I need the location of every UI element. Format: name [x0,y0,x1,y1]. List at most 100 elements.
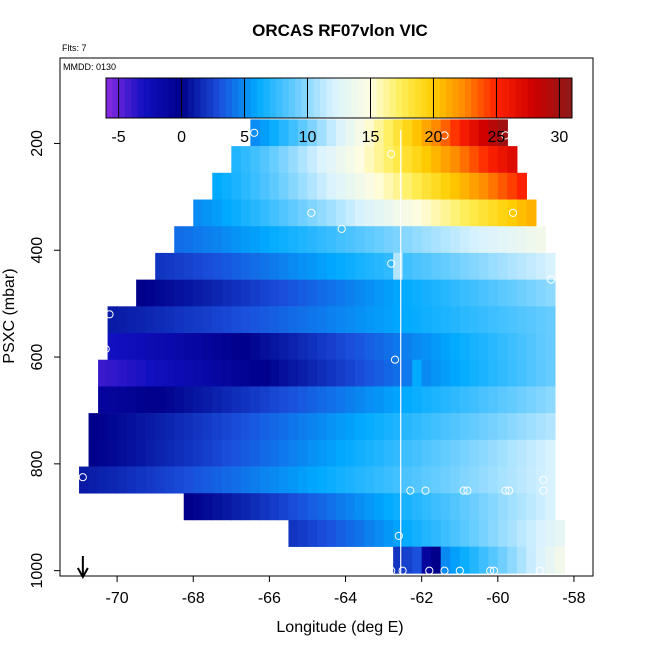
heatmap-cell [221,172,232,200]
colorbar-segment [200,78,208,118]
colorbar-segment [477,78,485,118]
heatmap-cell [459,466,470,494]
heatmap-cell [316,146,328,174]
heatmap-cell [440,386,451,414]
heatmap-cell [202,252,213,280]
heatmap-cell [469,199,480,227]
heatmap-cell [117,386,128,414]
heatmap-cell [374,252,385,280]
heatmap-cell [459,359,470,387]
heatmap-cell [307,359,318,387]
heatmap-cell [488,439,499,467]
heatmap-cell [345,146,356,174]
heatmap-cell [545,546,556,574]
heatmap-cell [288,439,299,467]
heatmap-cell [202,413,213,441]
heatmap-cell [450,439,461,467]
heatmap-cell [507,172,518,200]
heatmap-cell [297,226,309,254]
heatmap-cell [297,386,309,414]
heatmap-cell [107,466,118,494]
heatmap-cell [316,172,328,200]
heatmap-cell [421,493,432,521]
heatmap-cell [374,359,385,387]
heatmap-cell [459,226,470,254]
heatmap-cell [383,146,394,174]
heatmap-cell [98,466,109,494]
heatmap-cell [88,439,99,467]
colorbar-segment [559,78,567,118]
colorbar-segment [395,78,403,118]
heatmap-cell [497,359,508,387]
heatmap-cell [402,546,413,574]
heatmap-cell [393,333,404,361]
heatmap-cell [336,466,347,494]
heatmap-cell [516,493,527,521]
heatmap-cell [364,306,375,334]
heatmap-cell [326,119,337,147]
heatmap-cell [98,413,109,441]
heatmap-cell [183,306,194,334]
heatmap-cell [316,252,328,280]
heatmap-cell [507,413,518,441]
heatmap-cell [136,333,147,361]
heatmap-cell [307,146,318,174]
heatmap-cell [231,333,242,361]
heatmap-cell [297,333,309,361]
heatmap-cell [488,333,499,361]
heatmap-cell [345,172,356,200]
heatmap-cell [488,493,499,521]
heatmap-cell [364,226,375,254]
heatmap-cell [421,413,432,441]
heatmap-cell [488,172,499,200]
heatmap-cell [212,333,223,361]
heatmap-cell [459,252,470,280]
heatmap-cell [117,439,128,467]
heatmap-cell [126,333,137,361]
heatmap-cell [221,493,232,521]
colorbar-segment [213,78,220,118]
heatmap-cell [383,359,394,387]
heatmap-cell [88,466,99,494]
colorbar-segment [263,78,271,118]
colorbar-segment [433,78,441,118]
heatmap-cell [421,172,432,200]
observation-points [78,128,556,575]
heatmap-cell [469,252,480,280]
heatmap-cell [107,413,118,441]
observation-point [337,224,346,233]
heatmap-cell [355,279,366,307]
colorbar-segment [339,78,346,118]
heatmap-cell [278,199,290,227]
heatmap-cell [174,279,185,307]
heatmap-cell [174,359,185,387]
heatmap-cell [355,199,366,227]
heatmap-cell [459,172,470,200]
heatmap-cell [231,439,242,467]
heatmap-cell [421,359,432,387]
colorbar-segment [452,78,460,118]
heatmap-cell [507,333,518,361]
colorbar-segment [143,78,151,118]
colorbar-segment [194,78,201,118]
heatmap-cell [469,413,480,441]
heatmap-cell [174,333,185,361]
heatmap-cell [183,386,194,414]
heatmap-cell [269,306,280,334]
heatmap-cell [259,226,270,254]
heatmap-cell [145,333,156,361]
heatmap-cell [174,386,185,414]
heatmap-cell [421,199,432,227]
heatmap-cell [488,386,499,414]
heatmap-cell [516,279,527,307]
heatmap-cell [240,226,251,254]
heatmap-cell [421,226,432,254]
colorbar-segment [496,78,504,118]
heatmap-cell [259,172,270,200]
heatmap-cell [450,493,461,521]
heatmap-cell [507,546,518,574]
heatmap-cell [288,333,299,361]
heatmap-cell [355,413,366,441]
heatmap-cell [488,359,499,387]
heatmap-cell [107,333,118,361]
